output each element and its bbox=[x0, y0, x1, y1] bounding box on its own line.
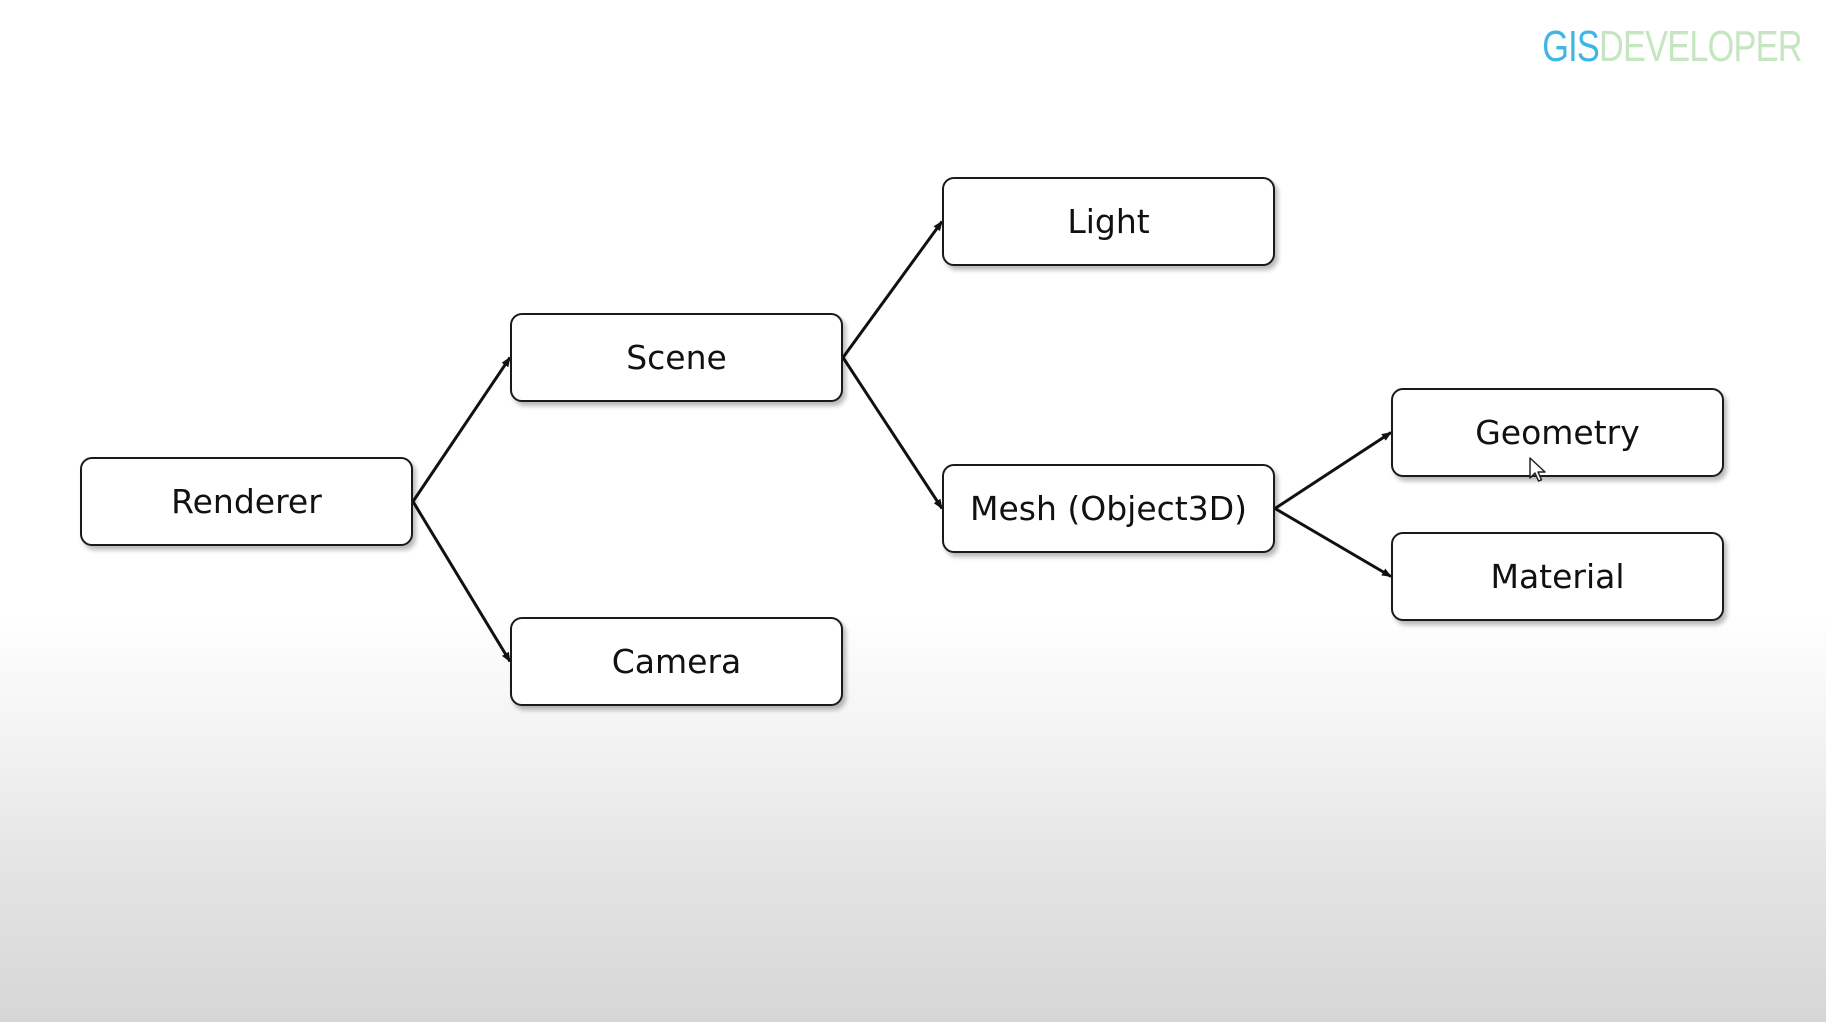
node-mesh[interactable]: Mesh (Object3D) bbox=[942, 464, 1275, 553]
edge-renderer-to-scene bbox=[411, 356, 512, 503]
edge-renderer-to-camera bbox=[411, 500, 512, 663]
edge-scene-to-light bbox=[841, 220, 944, 359]
node-light[interactable]: Light bbox=[942, 177, 1275, 266]
logo-gis-text: GIS bbox=[1542, 22, 1600, 71]
node-renderer[interactable]: Renderer bbox=[80, 457, 413, 546]
logo-developer-text: DEVELOPER bbox=[1599, 22, 1803, 71]
node-scene-label: Scene bbox=[626, 338, 727, 377]
node-light-label: Light bbox=[1067, 202, 1150, 241]
node-camera-label: Camera bbox=[611, 642, 742, 681]
edge-mesh-to-geometry bbox=[1274, 431, 1392, 510]
node-geometry[interactable]: Geometry bbox=[1391, 388, 1724, 477]
node-camera[interactable]: Camera bbox=[510, 617, 843, 706]
node-material-label: Material bbox=[1490, 557, 1625, 596]
edge-scene-to-mesh bbox=[841, 356, 944, 510]
mouse-pointer-icon bbox=[1529, 457, 1546, 482]
node-material[interactable]: Material bbox=[1391, 532, 1724, 621]
gis-developer-logo: GISDEVELOPER bbox=[1542, 22, 1802, 72]
node-geometry-label: Geometry bbox=[1475, 413, 1640, 452]
node-scene[interactable]: Scene bbox=[510, 313, 843, 402]
node-mesh-label: Mesh (Object3D) bbox=[969, 489, 1247, 528]
node-renderer-label: Renderer bbox=[171, 482, 322, 521]
edge-mesh-to-material bbox=[1274, 507, 1392, 578]
